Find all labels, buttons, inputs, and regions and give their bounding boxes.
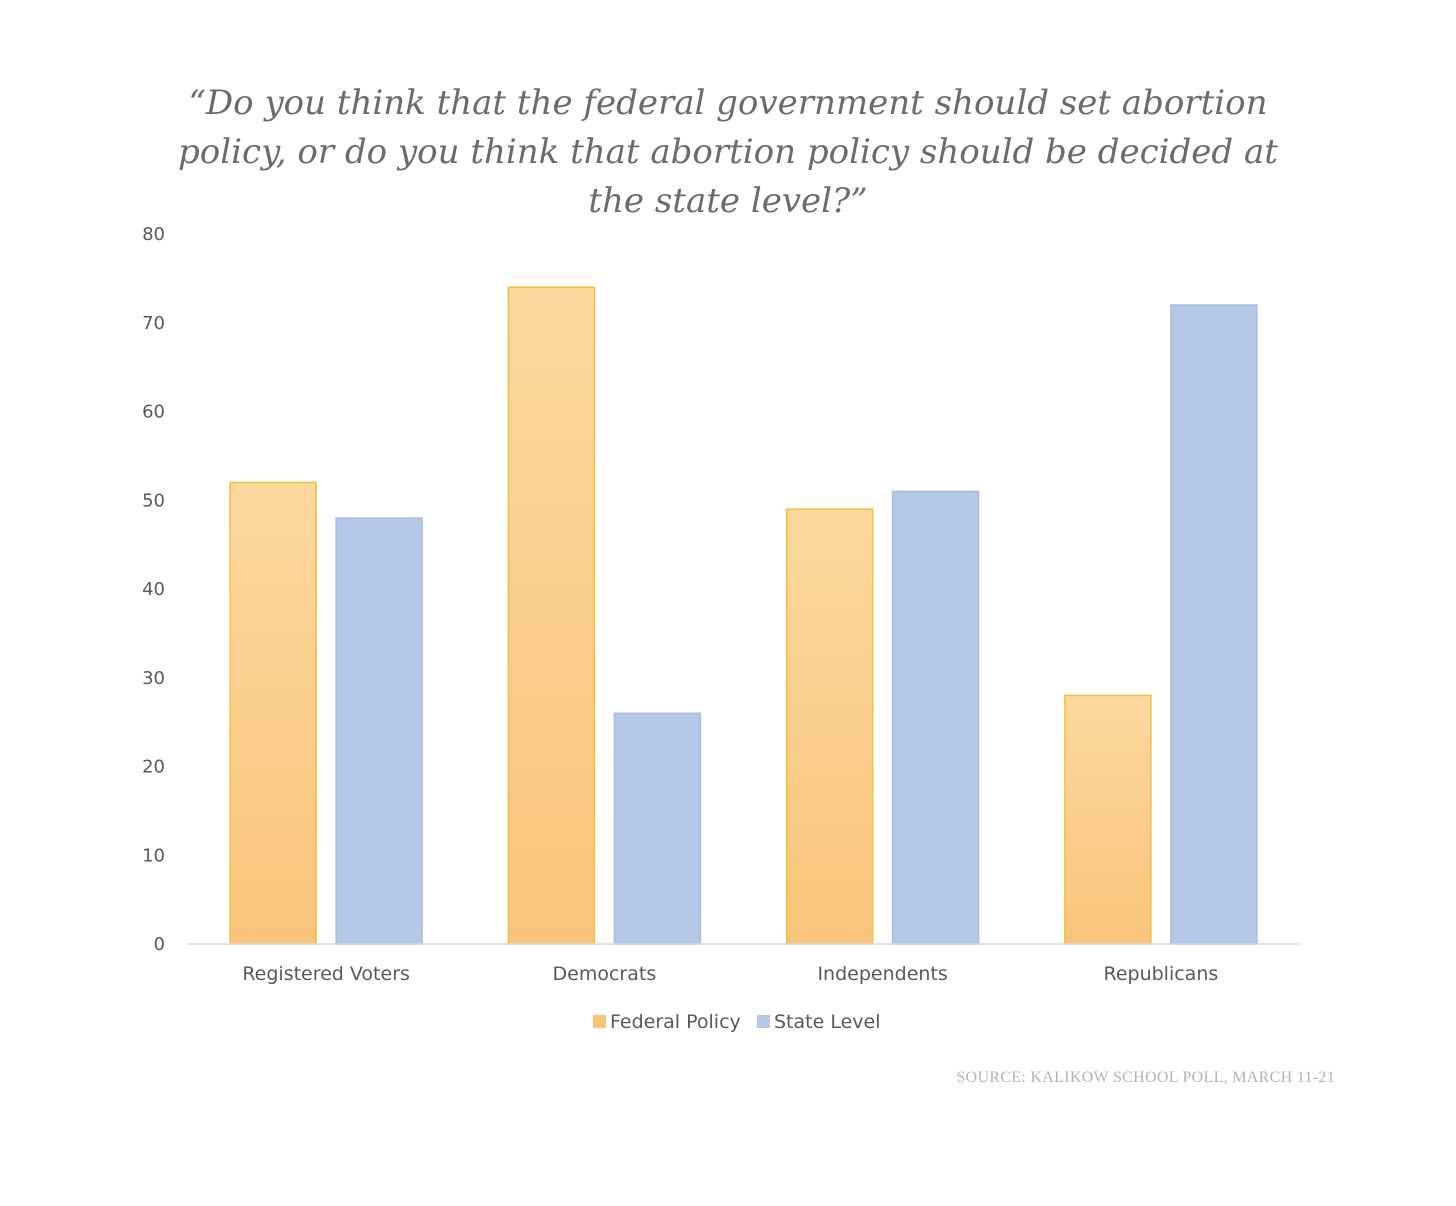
legend-label-state-level: State Level xyxy=(774,1011,881,1033)
chart-title-line-3: the state level?” xyxy=(588,181,867,221)
y-tick-label-10: 10 xyxy=(142,845,165,866)
y-tick-label-50: 50 xyxy=(142,490,165,511)
y-tick-label-0: 0 xyxy=(154,934,165,955)
legend-label-federal-policy: Federal Policy xyxy=(610,1011,741,1033)
legend-swatch-state-level xyxy=(757,1015,770,1028)
y-tick-label-30: 30 xyxy=(142,668,165,689)
source-note: SOURCE: KALIKOW SCHOOL POLL, MARCH 11-21 xyxy=(956,1069,1335,1086)
bar-federal-policy-registered-voters xyxy=(229,481,317,945)
y-tick-label-70: 70 xyxy=(142,313,165,334)
x-category-label-independents: Independents xyxy=(817,963,947,985)
x-category-label-republicans: Republicans xyxy=(1103,963,1218,985)
bar-state-level-democrats xyxy=(613,712,702,945)
chart-title: “Do you think that the federal governmen… xyxy=(178,83,1278,221)
y-tick-label-80: 80 xyxy=(142,224,165,245)
y-tick-label-20: 20 xyxy=(142,757,165,778)
bars xyxy=(229,286,1258,945)
bar-state-level-independents xyxy=(891,490,980,945)
y-tick-label-60: 60 xyxy=(142,402,165,423)
bar-state-level-registered-voters xyxy=(335,517,423,945)
category-labels: Registered Voters Democrats Independents Re… xyxy=(242,963,1218,985)
x-category-label-democrats: Democrats xyxy=(553,963,657,985)
legend: Federal Policy State Level xyxy=(593,1011,881,1033)
bar-state-level-republicans xyxy=(1170,304,1258,945)
bar-federal-policy-republicans xyxy=(1064,694,1152,945)
x-category-label-registered-voters: Registered Voters xyxy=(242,963,410,985)
legend-swatch-federal-policy xyxy=(593,1015,606,1028)
y-tick-label-40: 40 xyxy=(142,579,165,600)
bar-federal-policy-democrats xyxy=(507,286,596,945)
y-axis-tick-labels: 0 10 20 30 40 50 60 70 80 xyxy=(142,224,165,955)
chart-title-line-1: “Do you think that the federal governmen… xyxy=(189,83,1268,123)
chart-title-line-2: policy, or do you think that abortion po… xyxy=(178,132,1278,172)
bar-federal-policy-independents xyxy=(785,508,874,945)
